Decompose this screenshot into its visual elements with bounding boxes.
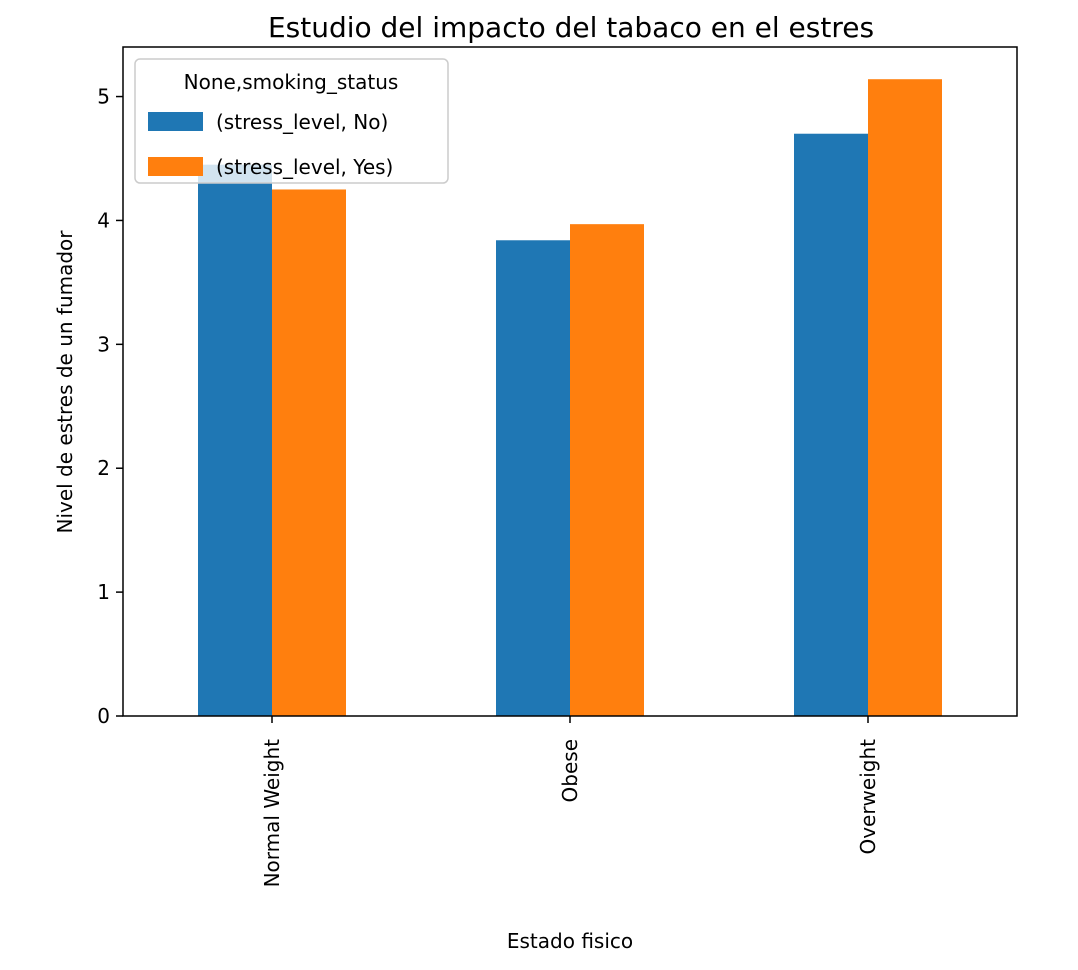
legend-swatch — [148, 112, 203, 131]
x-tick-label: Normal Weight — [260, 739, 284, 888]
legend-box — [134, 58, 449, 184]
x-axis-label: Estado fisico — [507, 929, 633, 953]
y-tick-label: 0 — [97, 704, 110, 728]
legend-title: None,smoking_status — [184, 70, 399, 94]
x-tick-label: Overweight — [856, 739, 880, 855]
legend-swatch — [148, 157, 203, 176]
legend-items: (stress_level, No) (stress_level, Yes) — [148, 110, 393, 179]
legend: None,smoking_status (stress_level, No)(s… — [134, 58, 449, 184]
bars-group — [198, 79, 942, 716]
y-tick-label: 3 — [97, 332, 110, 356]
y-tick-label: 5 — [97, 85, 110, 109]
x-tick-label: Obese — [558, 739, 582, 802]
x-axis-ticks: Normal Weight Obese Overweight — [260, 716, 880, 887]
legend-label: (stress_level, No) — [216, 110, 388, 134]
bar — [794, 133, 868, 716]
chart-title: Estudio del impacto del tabaco en el est… — [268, 11, 874, 44]
y-tick-label: 2 — [97, 456, 110, 480]
y-tick-label: 1 — [97, 580, 110, 604]
y-axis-label: Nivel de estres de un fumador — [53, 230, 77, 534]
y-tick-label: 4 — [97, 208, 110, 232]
bar — [570, 224, 644, 716]
bar — [272, 189, 346, 716]
y-axis-ticks: 0 1 2 3 4 5 — [97, 85, 123, 728]
bar — [198, 164, 272, 716]
legend-label: (stress_level, Yes) — [216, 155, 393, 179]
bar — [496, 240, 570, 716]
bar — [868, 79, 942, 716]
